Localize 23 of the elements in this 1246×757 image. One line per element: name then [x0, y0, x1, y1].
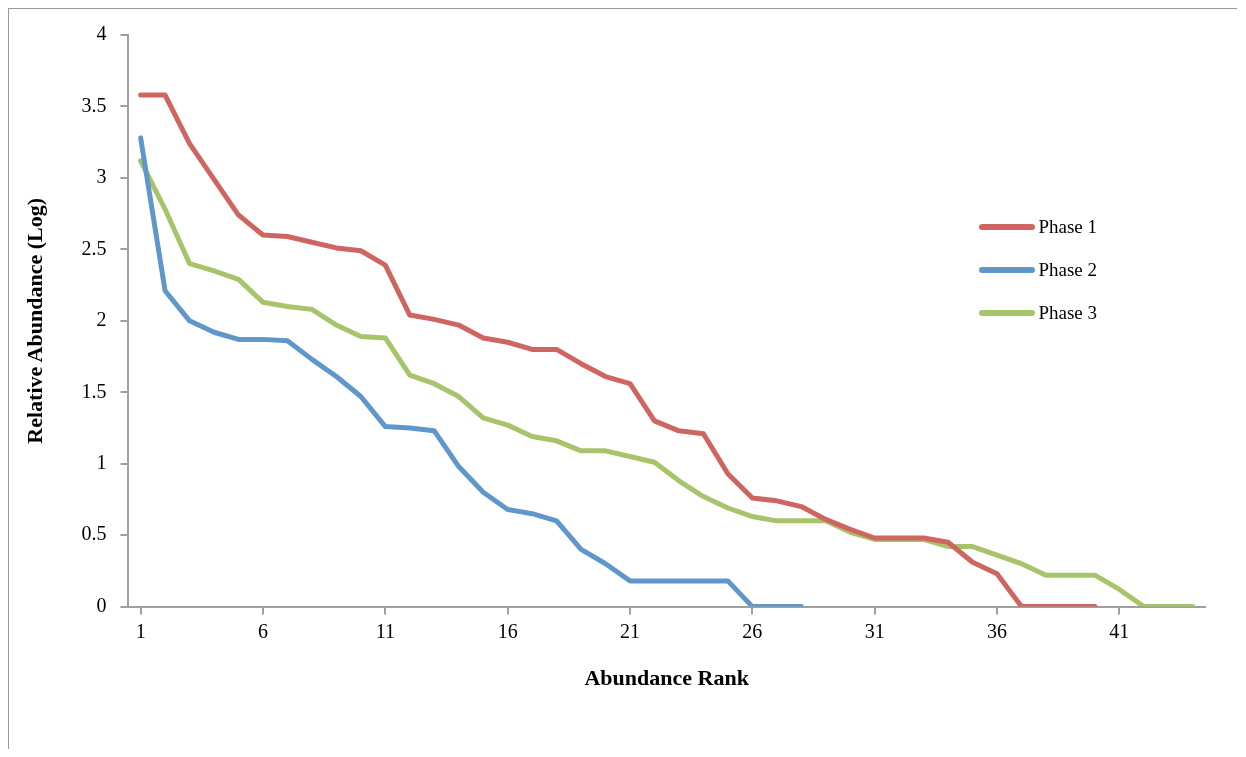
y-tick-label: 2.5 [81, 236, 107, 259]
x-tick-label: 1 [135, 619, 146, 642]
x-axis-title: Abundance Rank [584, 665, 750, 691]
y-axis-title: Relative Abundance (Log) [21, 197, 47, 444]
x-tick-label: 41 [1109, 619, 1130, 642]
y-tick-label: 4 [96, 22, 107, 45]
x-tick-label: 26 [742, 619, 763, 642]
x-tick-label: 6 [257, 619, 268, 642]
y-tick-label: 2 [96, 308, 107, 331]
y-tick-label: 3 [96, 165, 107, 188]
legend-label: Phase 3 [1038, 301, 1097, 324]
x-tick-label: 16 [497, 619, 518, 642]
legend-label: Phase 2 [1038, 258, 1097, 281]
y-tick-label: 0 [96, 593, 107, 616]
legend-label: Phase 1 [1038, 215, 1097, 238]
y-tick-label: 1 [96, 450, 107, 473]
x-tick-label: 36 [987, 619, 1008, 642]
x-tick-label: 21 [620, 619, 640, 642]
y-tick-label: 3.5 [81, 93, 107, 116]
x-tick-label: 11 [375, 619, 395, 642]
y-tick-label: 0.5 [81, 522, 107, 545]
y-tick-label: 1.5 [81, 379, 107, 402]
x-tick-label: 31 [864, 619, 885, 642]
